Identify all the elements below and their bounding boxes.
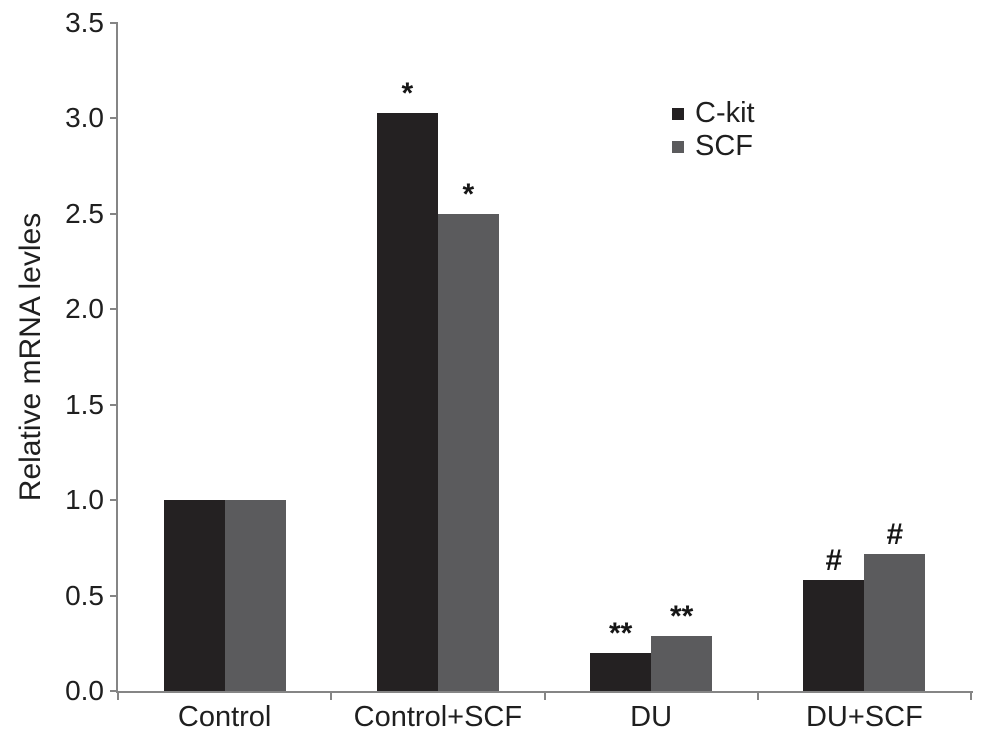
y-tick-label: 2.5 <box>65 197 104 229</box>
bar-c-kit-du-scf <box>803 580 865 691</box>
scf-series-marker-icon <box>672 140 684 153</box>
x-tick <box>330 693 333 700</box>
x-axis-line <box>116 691 973 693</box>
x-category-label-du: DU <box>630 701 673 733</box>
x-category-label-control: Control <box>177 701 272 733</box>
bar-scf-du <box>651 635 713 691</box>
y-tick <box>110 499 116 502</box>
bar-scf-control <box>224 500 286 691</box>
bar-c-kit-control <box>163 500 225 691</box>
bar-c-kit-control-scf <box>376 112 438 691</box>
y-tick-label: 0.5 <box>65 579 104 611</box>
significance-marker-c-kit-du: ** <box>608 616 633 650</box>
x-tick <box>970 693 972 700</box>
y-tick-label: 2.0 <box>65 293 104 325</box>
y-tick <box>110 403 116 406</box>
y-tick <box>110 594 116 597</box>
significance-marker-c-kit-control-scf: * <box>401 76 414 110</box>
significance-marker-scf-du-scf: # <box>886 517 904 551</box>
y-tick-label: 3.0 <box>65 102 104 134</box>
significance-marker-c-kit-du-scf: # <box>825 544 843 578</box>
x-tick <box>756 693 759 700</box>
bar-scf-control-scf <box>437 213 499 691</box>
y-tick <box>110 690 116 692</box>
y-tick-label: 1.0 <box>65 484 104 516</box>
y-tick-label: 1.5 <box>65 388 104 420</box>
legend-item-c-kit: C-kit <box>672 97 755 130</box>
x-tick <box>543 693 546 700</box>
x-category-label-control-scf: Control+SCF <box>353 701 523 733</box>
legend-item-scf: SCF <box>672 130 755 163</box>
c-kit-series-marker-icon <box>672 107 684 120</box>
legend: C-kit SCF <box>672 97 755 163</box>
legend-label-c-kit: C-kit <box>695 97 755 129</box>
legend-label-scf: SCF <box>695 130 753 162</box>
x-tick <box>117 693 119 700</box>
bar-scf-du-scf <box>864 553 926 691</box>
significance-marker-scf-control-scf: * <box>462 177 475 211</box>
y-tick <box>110 117 116 120</box>
y-tick-label: 3.5 <box>65 7 104 38</box>
y-tick <box>110 308 116 311</box>
y-tick <box>110 22 116 24</box>
y-tick <box>110 212 116 215</box>
y-tick-label: 0.0 <box>65 675 104 706</box>
y-axis-title: Relative mRNA levles <box>14 212 47 502</box>
bar-c-kit-du <box>590 652 652 691</box>
significance-marker-scf-du: ** <box>669 599 694 633</box>
x-category-label-du-scf: DU+SCF <box>805 701 923 733</box>
y-axis-line <box>116 22 118 693</box>
